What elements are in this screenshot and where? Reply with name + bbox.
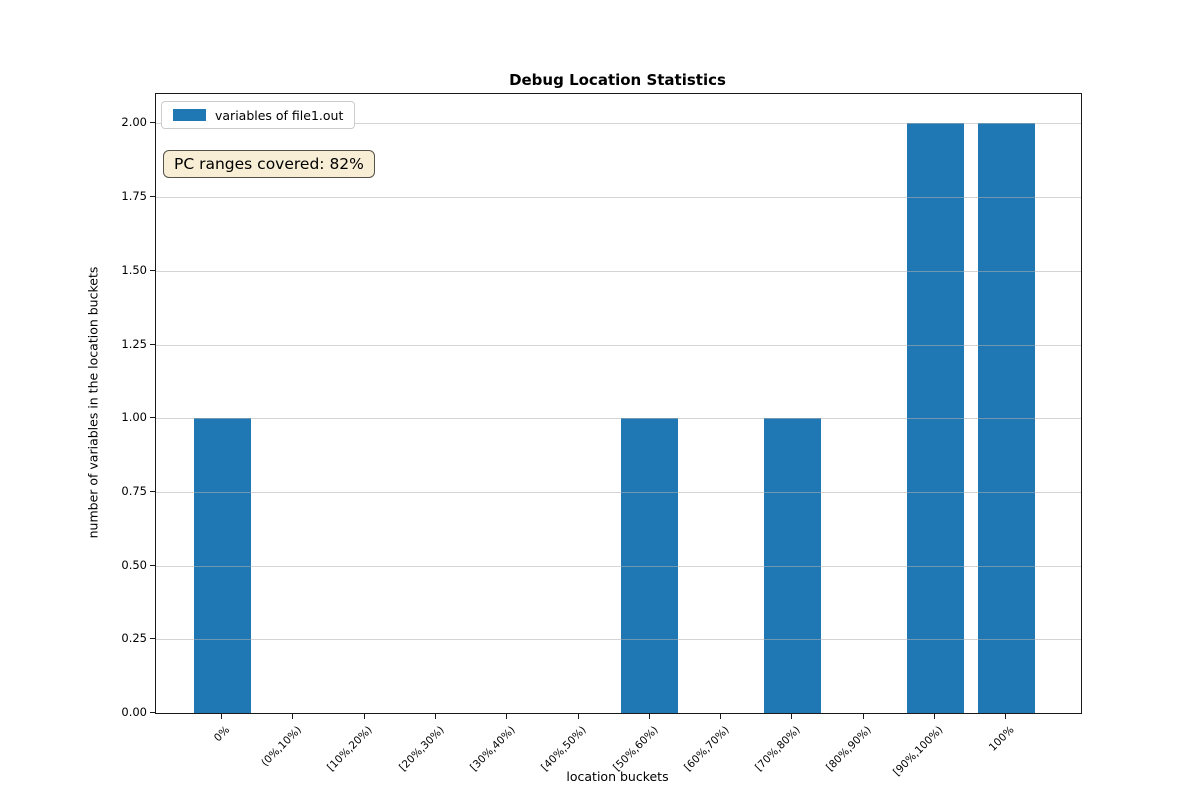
- gridline: [156, 197, 1081, 199]
- y-tick-mark: [150, 490, 155, 492]
- x-tick-mark: [720, 714, 722, 719]
- y-tick-label: 0.50: [121, 557, 147, 572]
- x-tick-label: [40%,50%): [539, 724, 589, 774]
- y-tick-mark: [150, 712, 155, 713]
- gridline: [156, 123, 1081, 125]
- y-tick-mark: [150, 564, 155, 566]
- y-tick-label: 1.75: [121, 189, 147, 204]
- gridline: [156, 270, 1081, 272]
- x-tick-mark: [1005, 714, 1007, 719]
- x-tick-label: [30%,40%): [468, 724, 518, 774]
- y-tick-mark: [150, 196, 155, 198]
- x-axis-label: location buckets: [566, 769, 669, 784]
- y-tick-label: 1.50: [121, 262, 147, 277]
- x-tick-mark: [506, 714, 508, 719]
- y-tick-mark: [150, 343, 155, 345]
- gridline: [156, 344, 1081, 346]
- plot-area: [155, 93, 1082, 714]
- x-tick-mark: [934, 714, 935, 719]
- x-tick-label: (0%,10%): [258, 724, 304, 769]
- x-tick-label: 0%: [212, 724, 233, 745]
- x-tick-mark: [434, 714, 436, 719]
- x-tick-label: [50%,60%): [610, 724, 661, 774]
- gridline: [156, 418, 1081, 420]
- y-tick-label: 0.25: [121, 631, 147, 646]
- x-tick-label: [10%,20%): [325, 724, 376, 774]
- y-tick-label: 0.00: [121, 705, 147, 719]
- x-tick-label: [60%,70%): [681, 724, 732, 774]
- legend-swatch-icon: [173, 109, 206, 121]
- y-tick-label: 1.00: [121, 410, 147, 425]
- annotation-pc-ranges-covered: PC ranges covered: 82%: [163, 150, 375, 178]
- y-tick-label: 0.75: [121, 483, 147, 498]
- x-tick-mark: [363, 714, 365, 719]
- y-tick-mark: [150, 417, 155, 419]
- x-tick-label: [80%,90%): [824, 724, 875, 774]
- gridline: [156, 565, 1081, 567]
- x-tick-mark: [221, 714, 222, 719]
- x-tick-label: [20%,30%): [396, 724, 447, 774]
- y-tick-label: 1.25: [121, 336, 147, 351]
- gridline: [156, 491, 1081, 493]
- x-tick-mark: [862, 714, 864, 719]
- y-tick-mark: [150, 269, 155, 271]
- x-tick-mark: [577, 714, 579, 719]
- y-tick-mark: [150, 122, 155, 124]
- gridline: [156, 639, 1081, 641]
- x-tick-mark: [292, 714, 294, 719]
- chart-title: Debug Location Statistics: [509, 71, 726, 89]
- x-tick-mark: [791, 714, 793, 719]
- x-tick-mark: [648, 714, 650, 719]
- y-axis-label: number of variables in the location buck…: [85, 266, 101, 539]
- x-tick-label: [70%,80%): [753, 724, 803, 774]
- legend-label: variables of file1.out: [215, 107, 344, 123]
- y-tick-mark: [150, 638, 155, 640]
- y-tick-label: 2.00: [121, 115, 147, 130]
- x-tick-label: 100%: [987, 724, 1017, 754]
- legend: variables of file1.out: [161, 101, 356, 129]
